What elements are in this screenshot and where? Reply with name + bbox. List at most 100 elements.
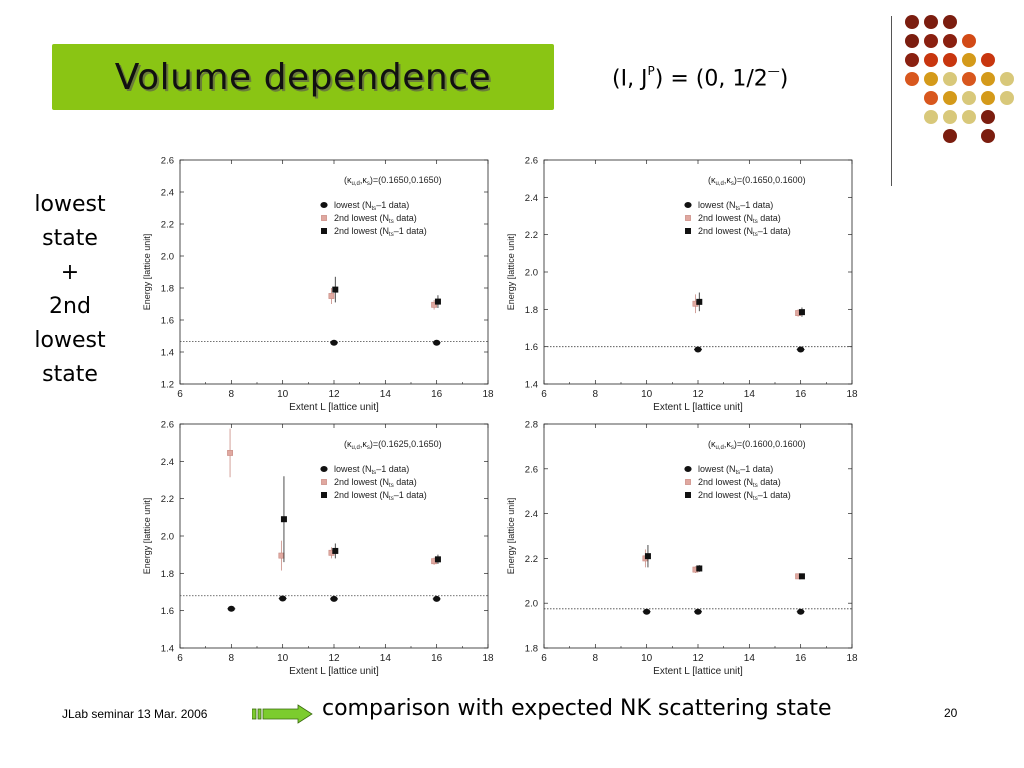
chart-svg: 6 8 10 12 14 16 18 1.8 2.0 2.2 2.4 2.6 2.8 Extent L [… — [506, 420, 858, 677]
x-tick-label: 16 — [431, 389, 443, 400]
kappa-sub: s — [367, 181, 370, 187]
y-tick-label: 2.0 — [525, 268, 538, 279]
data-point — [694, 346, 702, 353]
legend-text: 2nd lowest (N — [334, 490, 389, 500]
decor-dot — [905, 15, 919, 29]
legend-marker-shape — [321, 215, 327, 221]
kappa-prefix: (κ — [708, 439, 716, 449]
arrow-right-icon — [252, 704, 313, 724]
decor-dot — [1000, 72, 1014, 86]
chart-panel-1: 6 8 10 12 14 16 18 1.2 1.4 1.6 1.8 2.0 2.2 2.4 2.6 Exte… — [138, 150, 498, 413]
y-tick-label: 1.8 — [525, 305, 538, 316]
x-tick-label: 18 — [846, 389, 858, 400]
kappa-annotation: (κu,d,κs)=(0.1650,0.1600) — [708, 175, 806, 187]
decor-dot — [905, 53, 919, 67]
legend-end: data) — [758, 213, 781, 223]
legend-text: 2nd lowest (N — [334, 477, 389, 487]
legend-sub: ts — [736, 470, 741, 476]
y-tick-label: 2.2 — [161, 220, 174, 231]
legend-end: –1 data) — [740, 200, 773, 210]
legend-entry: 2nd lowest (Nts data) — [698, 213, 781, 225]
footer-text: JLab seminar 13 Mar. 2006 — [62, 707, 208, 721]
decor-dot — [962, 53, 976, 67]
legend-end: –1 data) — [758, 490, 791, 500]
data-point-shape — [431, 301, 437, 308]
y-axis-label: Energy [lattice unit] — [506, 234, 516, 311]
y-tick-label: 2.0 — [161, 252, 174, 263]
legend-marker — [684, 466, 692, 472]
data-point — [330, 595, 338, 602]
data-point — [696, 298, 703, 305]
decor-dot — [943, 129, 957, 143]
data-point — [280, 516, 287, 523]
decor-dot — [981, 53, 995, 67]
x-tick-label: 14 — [380, 653, 392, 664]
legend-marker — [685, 215, 691, 221]
x-tick-label: 14 — [744, 653, 756, 664]
legend-sub: ts — [753, 232, 758, 238]
kappa-mid: ,κ — [360, 439, 368, 449]
chart-svg: 6 8 10 12 14 16 18 1.4 1.6 1.8 2.0 2.2 2.4 2.6 Extent … — [506, 156, 858, 413]
decor-line — [891, 16, 892, 186]
y-tick-label: 2.6 — [525, 156, 538, 167]
legend-marker-shape — [685, 215, 691, 221]
kappa-mid: ,κ — [360, 175, 368, 185]
kappa-sub: s — [731, 181, 734, 187]
decor-dot — [981, 91, 995, 105]
decor-dot — [943, 72, 957, 86]
y-tick-label: 2.2 — [525, 230, 538, 241]
data-point — [694, 608, 702, 615]
kappa-value: )=(0.1650,0.1600) — [734, 175, 806, 185]
legend-marker — [685, 228, 691, 234]
data-point — [278, 552, 285, 559]
y-axis-label: Energy [lattice unit] — [142, 234, 152, 311]
chart-panel-4: 6 8 10 12 14 16 18 1.8 2.0 2.2 2.4 2.6 2.8 Extent L [… — [502, 414, 862, 677]
side-label-line: 2nd — [49, 294, 91, 319]
decor-dot — [962, 110, 976, 124]
data-point-shape — [328, 293, 335, 299]
legend-text: 2nd lowest (N — [334, 226, 389, 236]
data-point — [279, 595, 287, 602]
legend-text: 2nd lowest (N — [698, 226, 753, 236]
legend-sub: ts — [389, 496, 394, 502]
comparison-text: comparison with expected NK scattering s… — [322, 696, 832, 721]
legend-text: lowest (N — [334, 464, 372, 474]
y-tick-label: 2.4 — [525, 509, 538, 520]
decor-dot — [924, 15, 938, 29]
legend-entry: 2nd lowest (Nts–1 data) — [334, 490, 427, 502]
quantum-numbers: (I, JP) = (0, 1/2—) — [612, 64, 788, 91]
legend-end: –1 data) — [394, 490, 427, 500]
x-tick-label: 18 — [482, 389, 494, 400]
legend-entry: lowest (Nts–1 data) — [698, 464, 773, 476]
x-tick-label: 8 — [593, 653, 599, 664]
x-tick-label: 16 — [431, 653, 443, 664]
data-point — [328, 293, 335, 299]
y-tick-label: 1.8 — [161, 284, 174, 295]
kappa-sub: s — [367, 445, 370, 451]
kappa-annotation: (κu,d,κs)=(0.1600,0.1600) — [708, 439, 806, 451]
legend-end: –1 data) — [740, 464, 773, 474]
decor-dot — [1000, 91, 1014, 105]
x-tick-label: 10 — [641, 653, 653, 664]
data-point — [434, 298, 441, 305]
decor-dot — [924, 110, 938, 124]
legend-sub: ts — [753, 496, 758, 502]
data-point — [227, 450, 233, 456]
decor-dot — [924, 34, 938, 48]
kappa-prefix: (κ — [344, 175, 352, 185]
y-tick-label: 1.6 — [161, 606, 174, 617]
legend-marker — [321, 479, 327, 485]
x-tick-label: 12 — [328, 389, 340, 400]
legend-entry: lowest (Nts–1 data) — [698, 200, 773, 212]
x-tick-label: 6 — [541, 653, 547, 664]
y-tick-label: 2.2 — [525, 554, 538, 565]
legend-text: lowest (N — [698, 200, 736, 210]
x-tick-label: 16 — [795, 389, 807, 400]
decor-dot — [924, 72, 938, 86]
legend-entry: 2nd lowest (Nts data) — [698, 477, 781, 489]
legend-sub: ts — [389, 483, 394, 489]
legend-end: –1 data) — [394, 226, 427, 236]
chart-svg: 6 8 10 12 14 16 18 1.4 1.6 1.8 2.0 2.2 2.4 2.6 Extent … — [142, 420, 494, 677]
data-point — [798, 573, 805, 580]
y-tick-label: 1.6 — [525, 342, 538, 353]
